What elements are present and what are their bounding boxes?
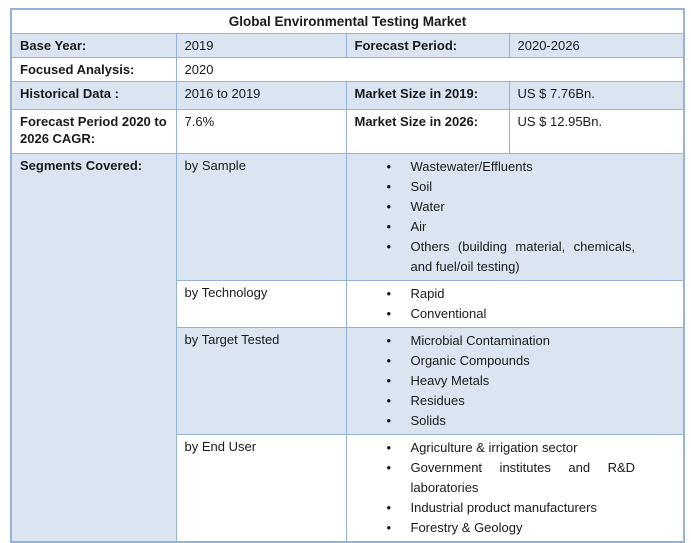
focused-analysis-label: Focused Analysis: — [10, 57, 177, 82]
segment-items-technology: Rapid Conventional — [345, 280, 685, 328]
market-summary-table: Global Environmental Testing Market Base… — [10, 8, 686, 543]
base-year-row: Base Year: 2019 Forecast Period: 2020-20… — [10, 33, 685, 58]
segments-covered-label: Segments Covered: — [10, 153, 177, 543]
segment-item: Soil — [385, 177, 636, 197]
segment-item: Solids — [385, 411, 636, 431]
segment-row-target-tested: by Target Tested Microbial Contamination… — [11, 327, 685, 435]
segment-items-target-tested: Microbial Contamination Organic Compound… — [345, 327, 685, 435]
segment-group-name-target-tested: by Target Tested — [175, 327, 347, 435]
historical-data-value: 2016 to 2019 — [175, 81, 347, 110]
segment-items-list: Rapid Conventional — [355, 284, 676, 324]
segment-group-name-end-user: by End User — [175, 434, 347, 543]
market-size-2026-label: Market Size in 2026: — [345, 109, 510, 154]
segment-item: Microbial Contamination — [385, 331, 636, 351]
segment-item: Others (building material, chemicals, an… — [385, 237, 635, 277]
segment-items-list: Agriculture & irrigation sector Governme… — [355, 438, 676, 538]
segment-group-name-technology: by Technology — [175, 280, 347, 328]
table-title-row: Global Environmental Testing Market — [10, 8, 685, 34]
segment-items-end-user: Agriculture & irrigation sector Governme… — [345, 434, 685, 543]
segment-item: Agriculture & irrigation sector — [385, 438, 636, 458]
segment-items-sample: Wastewater/Effluents Soil Water Air Othe… — [345, 153, 685, 281]
cagr-value: 7.6% — [175, 109, 347, 154]
market-size-2019-label: Market Size in 2019: — [345, 81, 510, 110]
segment-item: Conventional — [385, 304, 636, 324]
segment-row-sample: Segments Covered: by Sample Wastewater/E… — [10, 153, 685, 543]
segment-row-technology: by Technology Rapid Conventional — [11, 280, 685, 328]
market-size-2019-value: US $ 7.76Bn. — [508, 81, 685, 110]
forecast-period-value: 2020-2026 — [508, 33, 685, 58]
segment-item: Heavy Metals — [385, 371, 636, 391]
historical-data-label: Historical Data : — [10, 81, 177, 110]
segment-items-list: Microbial Contamination Organic Compound… — [355, 331, 676, 431]
cagr-row: Forecast Period 2020 to 2026 CAGR: 7.6% … — [10, 109, 685, 154]
segment-item: Air — [385, 217, 636, 237]
segment-item: Residues — [385, 391, 636, 411]
page: Global Environmental Testing Market Base… — [0, 0, 691, 531]
segment-item: Rapid — [385, 284, 636, 304]
segment-item: Forestry & Geology — [385, 518, 636, 538]
segment-item: Organic Compounds — [385, 351, 636, 371]
segment-items-list: Wastewater/Effluents Soil Water Air Othe… — [355, 157, 676, 277]
segment-item: Water — [385, 197, 636, 217]
segment-item: Industrial product manufacturers — [385, 498, 636, 518]
focused-analysis-row: Focused Analysis: 2020 — [10, 57, 685, 82]
segment-group-name-sample: by Sample — [175, 153, 347, 281]
historical-data-row: Historical Data : 2016 to 2019 Market Si… — [10, 81, 685, 110]
market-size-2026-value: US $ 12.95Bn. — [508, 109, 685, 154]
focused-analysis-value: 2020 — [175, 57, 685, 82]
segment-row-end-user: by End User Agriculture & irrigation sec… — [11, 434, 685, 543]
base-year-label: Base Year: — [10, 33, 177, 58]
table-title: Global Environmental Testing Market — [10, 8, 685, 34]
cagr-label: Forecast Period 2020 to 2026 CAGR: — [10, 109, 177, 154]
segment-item: Government institutes and R&D laboratori… — [385, 458, 635, 498]
forecast-period-label: Forecast Period: — [345, 33, 510, 58]
base-year-value: 2019 — [175, 33, 347, 58]
segment-item: Wastewater/Effluents — [385, 157, 636, 177]
